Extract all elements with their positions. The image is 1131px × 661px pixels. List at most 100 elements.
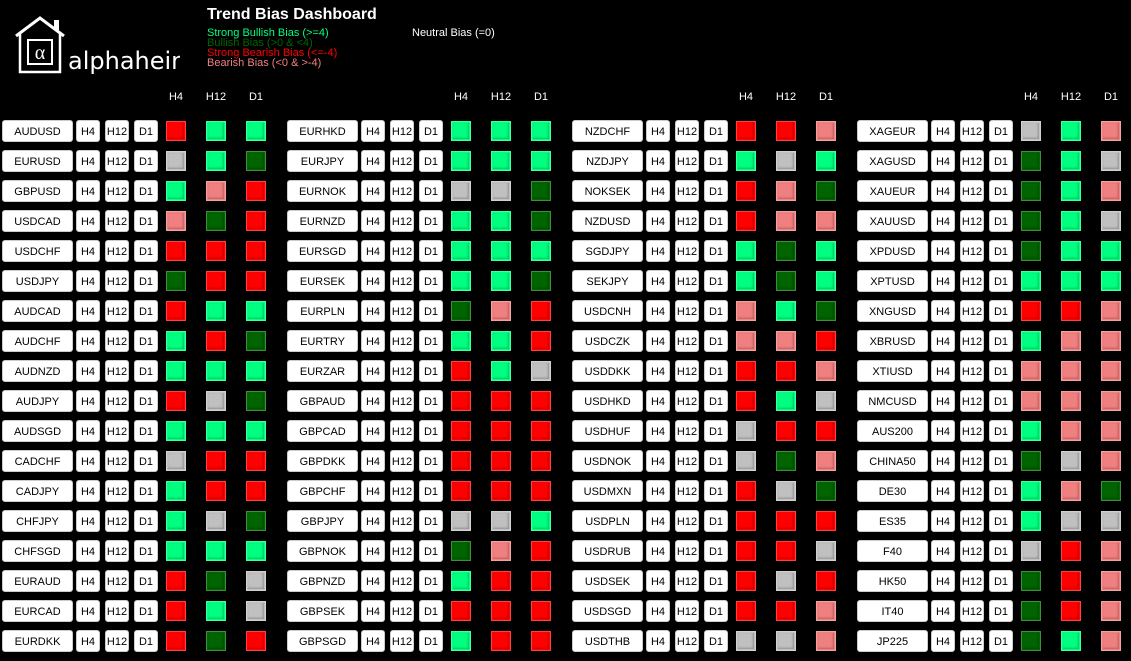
timeframe-button-h4[interactable]: H4 — [361, 570, 385, 592]
timeframe-button-d1[interactable]: D1 — [704, 360, 728, 382]
timeframe-button-h4[interactable]: H4 — [646, 600, 670, 622]
timeframe-button-h4[interactable]: H4 — [361, 300, 385, 322]
timeframe-button-h12[interactable]: H12 — [105, 390, 129, 412]
pair-button[interactable]: EURPLN — [287, 300, 358, 322]
timeframe-button-d1[interactable]: D1 — [419, 630, 443, 652]
timeframe-button-d1[interactable]: D1 — [134, 630, 158, 652]
pair-button[interactable]: NMCUSD — [857, 390, 928, 412]
timeframe-button-h12[interactable]: H12 — [390, 150, 414, 172]
timeframe-button-h4[interactable]: H4 — [931, 180, 955, 202]
pair-button[interactable]: XPTUSD — [857, 270, 928, 292]
timeframe-button-d1[interactable]: D1 — [704, 210, 728, 232]
timeframe-button-d1[interactable]: D1 — [134, 300, 158, 322]
timeframe-button-d1[interactable]: D1 — [989, 420, 1013, 442]
timeframe-button-d1[interactable]: D1 — [704, 300, 728, 322]
pair-button[interactable]: AUS200 — [857, 420, 928, 442]
timeframe-button-d1[interactable]: D1 — [989, 630, 1013, 652]
pair-button[interactable]: USDDKK — [572, 360, 643, 382]
timeframe-button-d1[interactable]: D1 — [419, 480, 443, 502]
timeframe-button-d1[interactable]: D1 — [989, 300, 1013, 322]
timeframe-button-h12[interactable]: H12 — [960, 510, 984, 532]
timeframe-button-h4[interactable]: H4 — [931, 630, 955, 652]
timeframe-button-d1[interactable]: D1 — [704, 420, 728, 442]
pair-button[interactable]: USDNOK — [572, 450, 643, 472]
timeframe-button-h12[interactable]: H12 — [960, 240, 984, 262]
timeframe-button-d1[interactable]: D1 — [704, 480, 728, 502]
timeframe-button-d1[interactable]: D1 — [134, 450, 158, 472]
pair-button[interactable]: XAGUSD — [857, 150, 928, 172]
timeframe-button-h12[interactable]: H12 — [675, 300, 699, 322]
timeframe-button-d1[interactable]: D1 — [704, 540, 728, 562]
timeframe-button-h4[interactable]: H4 — [361, 630, 385, 652]
timeframe-button-h4[interactable]: H4 — [361, 210, 385, 232]
timeframe-button-h4[interactable]: H4 — [931, 330, 955, 352]
pair-button[interactable]: GBPUSD — [2, 180, 73, 202]
timeframe-button-h12[interactable]: H12 — [960, 270, 984, 292]
timeframe-button-h12[interactable]: H12 — [105, 240, 129, 262]
pair-button[interactable]: GBPCAD — [287, 420, 358, 442]
timeframe-button-d1[interactable]: D1 — [989, 600, 1013, 622]
timeframe-button-h4[interactable]: H4 — [646, 180, 670, 202]
timeframe-button-h4[interactable]: H4 — [76, 630, 100, 652]
pair-button[interactable]: USDHKD — [572, 390, 643, 412]
timeframe-button-d1[interactable]: D1 — [419, 330, 443, 352]
pair-button[interactable]: SEKJPY — [572, 270, 643, 292]
timeframe-button-h4[interactable]: H4 — [361, 120, 385, 142]
timeframe-button-d1[interactable]: D1 — [134, 510, 158, 532]
timeframe-button-h4[interactable]: H4 — [361, 390, 385, 412]
pair-button[interactable]: EURAUD — [2, 570, 73, 592]
pair-button[interactable]: EURUSD — [2, 150, 73, 172]
timeframe-button-h12[interactable]: H12 — [675, 360, 699, 382]
timeframe-button-h12[interactable]: H12 — [390, 420, 414, 442]
pair-button[interactable]: CHFJPY — [2, 510, 73, 532]
pair-button[interactable]: NZDUSD — [572, 210, 643, 232]
pair-button[interactable]: EURHKD — [287, 120, 358, 142]
timeframe-button-d1[interactable]: D1 — [704, 180, 728, 202]
timeframe-button-h12[interactable]: H12 — [390, 270, 414, 292]
timeframe-button-h4[interactable]: H4 — [931, 210, 955, 232]
timeframe-button-d1[interactable]: D1 — [989, 270, 1013, 292]
timeframe-button-h12[interactable]: H12 — [105, 360, 129, 382]
timeframe-button-h12[interactable]: H12 — [105, 300, 129, 322]
timeframe-button-d1[interactable]: D1 — [989, 240, 1013, 262]
timeframe-button-h12[interactable]: H12 — [105, 450, 129, 472]
timeframe-button-d1[interactable]: D1 — [419, 120, 443, 142]
timeframe-button-h4[interactable]: H4 — [646, 540, 670, 562]
timeframe-button-h12[interactable]: H12 — [960, 330, 984, 352]
timeframe-button-h12[interactable]: H12 — [390, 480, 414, 502]
timeframe-button-h12[interactable]: H12 — [105, 420, 129, 442]
timeframe-button-d1[interactable]: D1 — [134, 210, 158, 232]
pair-button[interactable]: EURNZD — [287, 210, 358, 232]
timeframe-button-h4[interactable]: H4 — [76, 270, 100, 292]
timeframe-button-h4[interactable]: H4 — [646, 390, 670, 412]
timeframe-button-h4[interactable]: H4 — [76, 330, 100, 352]
timeframe-button-h4[interactable]: H4 — [931, 150, 955, 172]
timeframe-button-d1[interactable]: D1 — [704, 510, 728, 532]
timeframe-button-h4[interactable]: H4 — [361, 420, 385, 442]
pair-button[interactable]: AUDNZD — [2, 360, 73, 382]
timeframe-button-h4[interactable]: H4 — [76, 210, 100, 232]
timeframe-button-h4[interactable]: H4 — [361, 480, 385, 502]
timeframe-button-d1[interactable]: D1 — [419, 420, 443, 442]
timeframe-button-h4[interactable]: H4 — [76, 510, 100, 532]
pair-button[interactable]: SGDJPY — [572, 240, 643, 262]
timeframe-button-h12[interactable]: H12 — [390, 510, 414, 532]
timeframe-button-d1[interactable]: D1 — [134, 270, 158, 292]
pair-button[interactable]: GBPJPY — [287, 510, 358, 532]
timeframe-button-h4[interactable]: H4 — [361, 270, 385, 292]
timeframe-button-h12[interactable]: H12 — [675, 120, 699, 142]
timeframe-button-h12[interactable]: H12 — [960, 120, 984, 142]
timeframe-button-h4[interactable]: H4 — [646, 570, 670, 592]
timeframe-button-h4[interactable]: H4 — [646, 270, 670, 292]
timeframe-button-h12[interactable]: H12 — [390, 330, 414, 352]
timeframe-button-h12[interactable]: H12 — [390, 450, 414, 472]
timeframe-button-h12[interactable]: H12 — [675, 150, 699, 172]
timeframe-button-d1[interactable]: D1 — [134, 420, 158, 442]
pair-button[interactable]: USDCNH — [572, 300, 643, 322]
pair-button[interactable]: USDRUB — [572, 540, 643, 562]
timeframe-button-d1[interactable]: D1 — [989, 450, 1013, 472]
timeframe-button-h4[interactable]: H4 — [646, 420, 670, 442]
timeframe-button-d1[interactable]: D1 — [704, 330, 728, 352]
timeframe-button-h12[interactable]: H12 — [675, 420, 699, 442]
timeframe-button-h12[interactable]: H12 — [675, 210, 699, 232]
